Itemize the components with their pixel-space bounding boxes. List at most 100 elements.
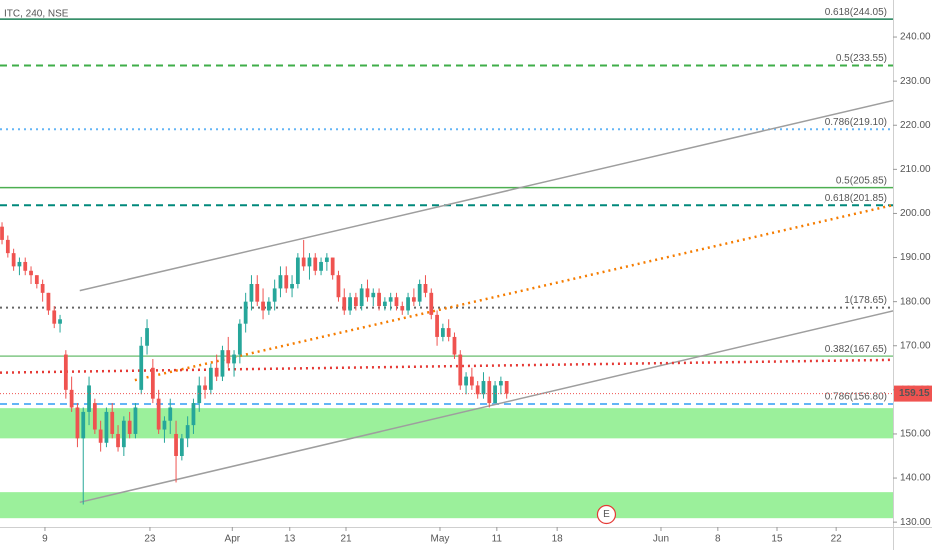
y-tick-label: 220.00 <box>900 120 931 131</box>
candle-body <box>458 354 463 386</box>
candle-body <box>197 385 202 404</box>
chart-title: ITC, 240, NSE <box>4 9 69 20</box>
fib-level-label: 1(178.65) <box>844 295 887 306</box>
candle-body <box>0 226 4 240</box>
candle-body <box>46 292 51 311</box>
y-tick-label: 210.00 <box>900 164 931 175</box>
candle-body <box>127 420 132 434</box>
event-marker <box>596 504 617 525</box>
candle-body <box>185 425 190 439</box>
x-tick-label: May <box>431 534 450 545</box>
candle-body <box>121 420 126 448</box>
candle-body <box>440 328 445 337</box>
candle-body <box>92 403 97 430</box>
candle-body <box>52 310 57 324</box>
candle-body <box>307 257 312 267</box>
candle-body <box>174 433 178 456</box>
candle-body <box>493 385 497 404</box>
candle-body <box>11 253 16 267</box>
candle-body <box>469 376 474 386</box>
candle-body <box>5 239 10 254</box>
candle-body <box>504 381 509 394</box>
candle-body <box>290 284 294 289</box>
x-tick-label: 8 <box>715 534 721 545</box>
candle-body <box>208 367 213 390</box>
candle-body <box>498 381 503 386</box>
candle-body <box>371 292 376 298</box>
candle-body <box>272 288 277 302</box>
x-tick-label: 21 <box>340 534 352 545</box>
candle-body <box>110 411 115 434</box>
candle-body <box>17 261 22 267</box>
candle-body <box>40 284 45 293</box>
candle-body <box>179 438 184 456</box>
candle-body <box>353 297 358 307</box>
y-tick-label: 190.00 <box>900 252 931 263</box>
trendline <box>0 358 894 374</box>
candle-body <box>452 336 457 355</box>
x-tick-label: 18 <box>552 534 564 545</box>
candle-body <box>104 411 109 443</box>
candle-body <box>406 297 410 311</box>
candle-body <box>226 350 231 364</box>
y-tick-label: 240.00 <box>900 32 931 43</box>
candle-body <box>435 314 439 337</box>
x-tick-label: 13 <box>284 534 296 545</box>
candle-body <box>133 407 138 434</box>
candle-body <box>139 345 144 390</box>
candle-body <box>487 381 492 404</box>
x-tick-label: Apr <box>225 534 241 545</box>
x-tick-label: 22 <box>831 534 843 545</box>
candle-body <box>150 367 155 399</box>
fib-level-label: 0.382(167.65) <box>825 344 887 355</box>
y-tick-label: 150.00 <box>900 429 931 440</box>
x-tick-label: 15 <box>771 534 783 545</box>
candle-body <box>116 433 120 448</box>
fib-level-label: 0.786(219.10) <box>825 117 887 128</box>
candle-body <box>388 297 393 302</box>
candle-body <box>34 275 39 285</box>
candle-body <box>243 301 248 324</box>
candle-body <box>255 284 260 302</box>
candle-body <box>266 301 271 311</box>
y-tick-label: 200.00 <box>900 208 931 219</box>
candle-body <box>295 257 300 285</box>
candle-body <box>75 407 80 439</box>
candle-body <box>446 328 451 337</box>
candle-body <box>400 306 405 311</box>
candle-body <box>313 257 318 271</box>
x-tick-label: Jun <box>653 534 669 545</box>
candle-body <box>394 297 399 307</box>
candle-body <box>69 389 74 408</box>
candle-body <box>423 284 428 293</box>
candle-body <box>145 328 149 346</box>
candle-body <box>214 367 219 377</box>
candle-body <box>278 275 283 289</box>
last-price-box <box>894 385 932 402</box>
candle-body <box>58 319 62 324</box>
candle-body <box>365 288 370 298</box>
candle-body <box>168 407 173 421</box>
y-tick-label: 230.00 <box>900 76 931 87</box>
last-price-label: 159.15 <box>899 388 930 399</box>
candle-body <box>382 301 387 307</box>
candle-body <box>475 385 480 395</box>
candle-body <box>220 350 225 377</box>
candle-body <box>417 284 422 302</box>
candle-body <box>156 398 161 430</box>
x-tick-label: 9 <box>42 534 48 545</box>
y-tick-label: 130.00 <box>900 517 931 528</box>
candle-body <box>237 323 242 355</box>
candle-body <box>81 411 86 439</box>
candle-body <box>191 403 196 426</box>
candle-body <box>98 429 103 443</box>
candle-body <box>411 297 416 302</box>
candle-body <box>301 257 306 267</box>
candle-body <box>63 354 68 390</box>
candle-body <box>429 292 434 315</box>
x-tick-label: 11 <box>492 534 503 545</box>
candle-body <box>324 257 329 262</box>
fib-level-label: 0.786(156.80) <box>825 392 887 403</box>
